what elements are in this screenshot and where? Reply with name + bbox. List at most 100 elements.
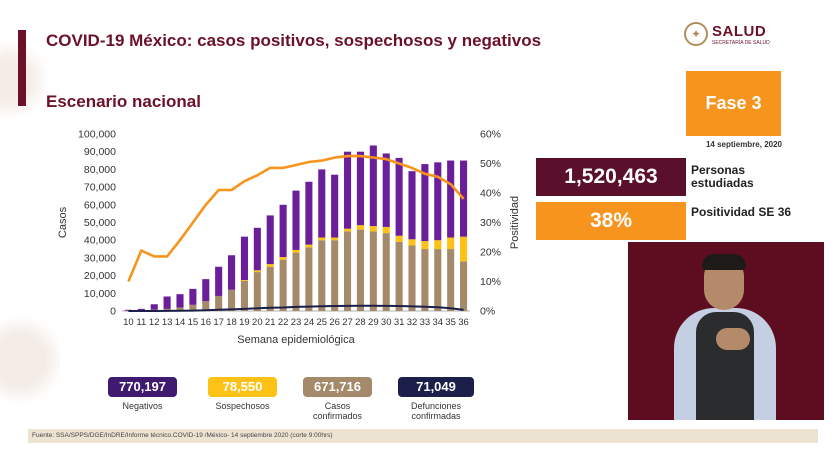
x-tick-label: 29 [368, 317, 379, 328]
totals-card-value: 671,716 [303, 377, 372, 397]
y2-tick-label: 30% [480, 217, 501, 229]
x-tick-label: 35 [445, 317, 456, 328]
totals-card-label: Negativos [122, 401, 163, 411]
bar-negativos [408, 171, 416, 240]
x-tick-label: 23 [291, 317, 302, 328]
phase-badge: Fase 3 [686, 71, 781, 136]
y2-axis-title: Positividad [509, 196, 520, 249]
bar-negativos [382, 153, 390, 227]
x-axis-title: Semana epidemiológica [237, 334, 355, 346]
x-tick-label: 15 [188, 317, 199, 328]
y-tick-label: 50,000 [84, 217, 116, 229]
source-footnote: Fuente: SSA/SPPS/DGE/InDRE/Informe técni… [28, 429, 818, 443]
bar-sospechosos [421, 241, 429, 250]
bar-negativos [318, 169, 326, 238]
bar-negativos [395, 157, 403, 236]
people-studied-label: Personas estudiadas [691, 163, 754, 190]
bar-casos-confirmados [408, 245, 416, 311]
x-tick-label: 33 [420, 317, 431, 328]
bar-casos-confirmados [447, 249, 455, 311]
totals-card-label: Defunciones confirmadas [410, 401, 462, 421]
bar-negativos [331, 174, 339, 238]
bar-casos-confirmados [253, 272, 261, 311]
page-subtitle: Escenario nacional [46, 92, 201, 111]
bar-casos-confirmados [356, 229, 364, 311]
bar-negativos [163, 296, 171, 309]
totals-card-negativos: 770,197 Negativos [108, 377, 177, 411]
totals-card-sospechosos: 78,550 Sospechosos [208, 377, 277, 411]
bar-negativos [434, 162, 442, 241]
bar-negativos [176, 294, 184, 308]
page-title: COVID-19 México: casos positivos, sospec… [46, 31, 542, 50]
x-tick-label: 18 [226, 317, 237, 328]
logo-name: SALUD [712, 22, 767, 40]
bar-negativos [215, 266, 223, 296]
bar-sospechosos [318, 237, 326, 241]
bar-casos-confirmados [279, 259, 287, 311]
positivity-label: Positividad SE 36 [691, 205, 792, 219]
bar-casos-confirmados [369, 231, 377, 311]
bar-negativos [305, 181, 313, 245]
bar-casos-confirmados [189, 304, 197, 311]
line-defunciones [128, 304, 464, 312]
y-tick-label: 20,000 [84, 270, 116, 282]
logo-subtitle: SECRETARÍA DE SALUD [712, 39, 770, 46]
bar-sospechosos [395, 235, 403, 242]
positivity-value: 38% [536, 202, 686, 240]
x-tick-label: 28 [355, 317, 366, 328]
x-tick-label: 30 [381, 317, 392, 328]
line-positividad [127, 154, 465, 282]
y-tick-label: 30,000 [84, 252, 116, 264]
y-tick-label: 70,000 [84, 182, 116, 194]
bar-negativos [369, 145, 377, 227]
bar-casos-confirmados [421, 249, 429, 311]
bar-sospechosos [369, 226, 377, 232]
weekly-cases-chart: 0 10,000 20,000 30,000 40,000 50,000 60,000 70,… [57, 129, 520, 347]
y2-tick-label: 50% [480, 158, 501, 170]
x-tick-label: 21 [265, 317, 276, 328]
bar-sospechosos [460, 236, 468, 262]
x-tick-label: 10 [123, 317, 134, 328]
totals-card-defunciones: 71,049 Defunciones confirmadas [398, 377, 474, 421]
salud-logo: ✦ SALUD SECRETARÍA DE SALUD [684, 22, 770, 46]
bar-casos-confirmados [305, 247, 313, 311]
bar-casos-confirmados [176, 307, 184, 311]
y2-tick-label: 40% [480, 188, 501, 200]
bar-negativos [356, 151, 364, 226]
totals-card-label: Sospechosos [215, 401, 270, 411]
bar-casos-confirmados [331, 240, 339, 311]
bar-sospechosos [253, 270, 261, 273]
bar-sospechosos [305, 244, 313, 248]
bar-casos-confirmados [395, 241, 403, 311]
x-tick-label: 22 [278, 317, 289, 328]
x-tick-label: 12 [149, 317, 160, 328]
x-tick-label: 26 [329, 317, 340, 328]
totals-card-label: Casos confirmados [312, 401, 363, 421]
bar-negativos [447, 160, 455, 238]
bar-negativos [189, 288, 197, 305]
y-tick-label: 40,000 [84, 235, 116, 247]
bar-sospechosos [266, 264, 274, 267]
x-tick-label: 25 [316, 317, 327, 328]
bar-casos-confirmados [460, 261, 468, 311]
bar-casos-confirmados [215, 295, 223, 311]
bar-casos-confirmados [266, 266, 274, 311]
background-pattern [0, 0, 60, 457]
y-tick-label: 0 [110, 306, 116, 318]
title-accent-bar [18, 30, 26, 106]
bar-sospechosos [382, 226, 390, 234]
x-tick-label: 19 [239, 317, 250, 328]
bar-sospechosos [240, 280, 248, 281]
phase-date: 14 septiembre, 2020 [705, 140, 782, 149]
bar-sospechosos [434, 240, 442, 250]
totals-cards: 770,197 Negativos 78,550 Sospechosos 671… [108, 377, 483, 427]
bar-negativos [253, 227, 261, 271]
x-tick-label: 24 [304, 317, 315, 328]
totals-card-value: 78,550 [208, 377, 277, 397]
bar-casos-confirmados [202, 301, 210, 311]
interpreter-hands [716, 328, 750, 350]
bar-sospechosos [292, 249, 300, 253]
y2-tick-label: 0% [480, 306, 495, 318]
bar-negativos [279, 204, 287, 258]
y-tick-label: 60,000 [84, 199, 116, 211]
